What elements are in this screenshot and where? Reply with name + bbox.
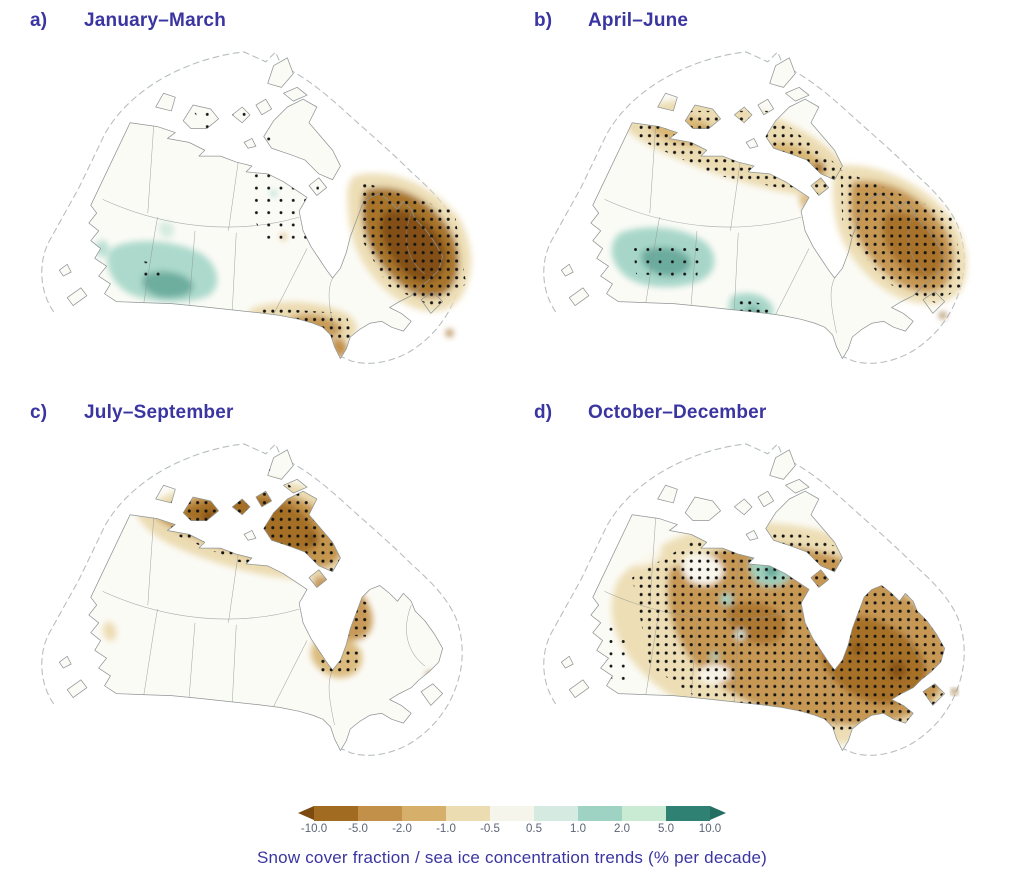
panel-title: b) April–June [510,10,1010,42]
colorbar-tick-label: 10.0 [698,823,722,835]
panel-season-title: October–December [588,402,767,423]
colorbar-tick-label: -10.0 [300,823,328,835]
colorbar-segment-2 [402,806,446,821]
panel-letter: d) [534,402,553,423]
colorbar-segment-8 [666,806,710,821]
colorbar-tick-label: 2.0 [614,823,630,835]
panel-april-june: b) April–June [510,10,1010,402]
colorbar-tick-label: -0.5 [480,823,500,835]
map-july-september [41,443,463,756]
panel-january-march: a) January–March [20,10,504,402]
colorbar: -10.0 -5.0 -2.0 -1.0 -0.5 0.5 1.0 2.0 5.0 10.0 [298,806,726,840]
canada-landmass [59,450,442,751]
colorbar-tick-label: 1.0 [570,823,586,835]
colorbar-tick-label: 0.5 [526,823,542,835]
panel-season-title: April–June [588,10,689,31]
map-october-december [543,443,965,756]
colorbar-strip [298,806,726,821]
sea-ice-trend-field [951,688,958,695]
panel-season-title: January–March [84,10,227,31]
colorbar-right-arrow [710,806,726,820]
panel-july-september: c) July–September [20,402,504,802]
colorbar-tick-labels: -10.0 -5.0 -2.0 -1.0 -0.5 0.5 1.0 2.0 5.0 10.0 [298,823,726,839]
panel-title: d) October–December [510,402,1010,434]
colorbar-left-arrow [298,806,314,820]
colorbar-segment-4 [490,806,534,821]
panel-season-title: July–September [84,402,234,423]
panel-october-december: d) October–December [510,402,1010,802]
figure-caption: Snow cover fraction / sea ice concentrat… [256,848,768,867]
panel-letter: c) [30,402,48,423]
colorbar-segment-7 [622,806,666,821]
panel-title: a) January–March [20,10,504,42]
colorbar-segment-3 [446,806,490,821]
panel-title: c) July–September [20,402,504,434]
colorbar-segment-1 [358,806,402,821]
colorbar-tick-label: 5.0 [658,823,674,835]
colorbar-tick-label: -2.0 [392,823,412,835]
legend-block: -10.0 -5.0 -2.0 -1.0 -0.5 0.5 1.0 2.0 5.0 10.0 Sn… [0,806,1024,868]
colorbar-tick-label: -1.0 [436,823,456,835]
map-january-march [41,51,472,364]
colorbar-tick-label: -5.0 [348,823,368,835]
map-april-june [543,51,968,364]
panel-letter: a) [30,10,48,31]
colorbar-segment-0 [314,806,358,821]
panel-letter: b) [534,10,553,31]
colorbar-segment-6 [578,806,622,821]
colorbar-segment-5 [534,806,578,821]
